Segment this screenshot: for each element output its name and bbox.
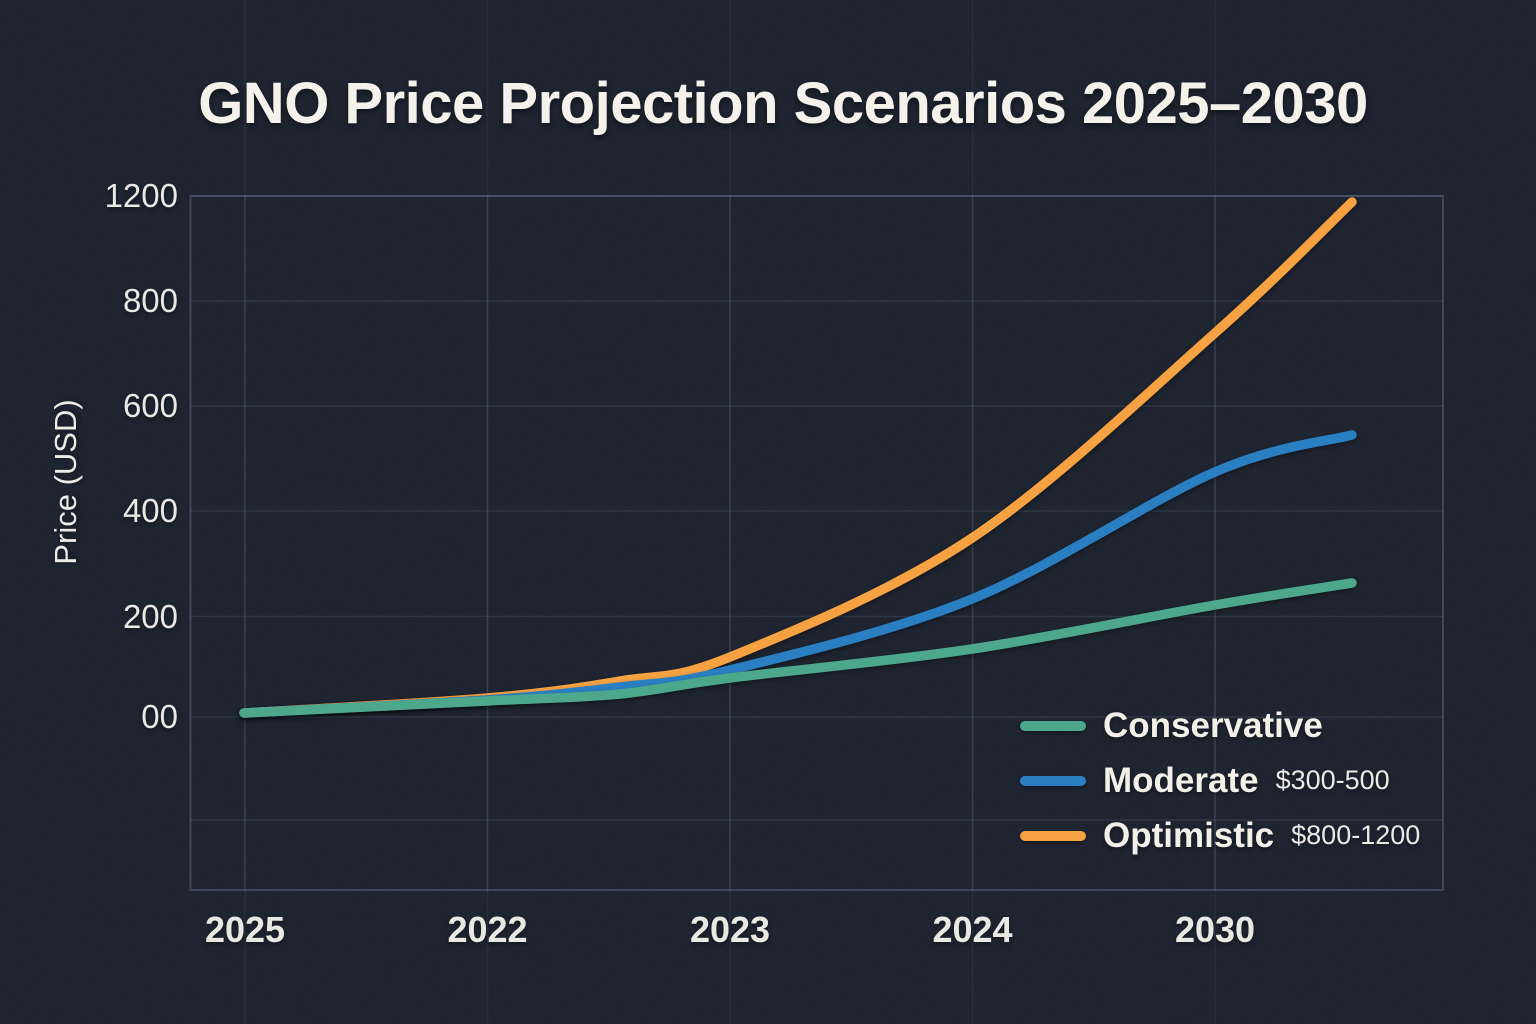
legend-swatch-conservative (1020, 720, 1086, 731)
legend: Conservative Moderate $300-500 Optimisti… (1020, 698, 1420, 863)
chart-title: GNO Price Projection Scenarios 2025–2030 (198, 71, 1368, 136)
y-tick-label: 400 (122, 492, 178, 529)
legend-range-label: $300-500 (1275, 765, 1390, 795)
legend-swatch-moderate (1020, 775, 1086, 786)
y-tick-label: 200 (122, 597, 178, 635)
legend-label: Conservative (1103, 705, 1323, 745)
legend-item-conservative: Conservative (1020, 698, 1420, 753)
x-tick-label: 2024 (932, 909, 1013, 950)
legend-label: Moderate (1103, 760, 1259, 800)
x-tick-label: 2030 (1174, 909, 1256, 950)
legend-swatch-optimistic (1020, 830, 1086, 841)
legend-range-label: $800-1200 (1291, 820, 1421, 850)
legend-item-moderate: Moderate $300-500 (1020, 753, 1420, 808)
x-tick-label: 2022 (447, 909, 528, 950)
legend-item-optimistic: Optimistic $800-1200 (1020, 808, 1420, 863)
y-tick-label: 600 (122, 387, 178, 424)
series-line-optimistic (239, 197, 1357, 718)
y-tick-label: 800 (122, 282, 178, 319)
y-tick-label: 00 (141, 698, 178, 735)
x-tick-label: 2023 (689, 909, 771, 950)
x-tick-label: 2025 (204, 909, 286, 950)
y-tick-label: 1200 (104, 177, 178, 214)
legend-label: Optimistic (1103, 815, 1275, 855)
series-line-conservative (239, 578, 1357, 718)
